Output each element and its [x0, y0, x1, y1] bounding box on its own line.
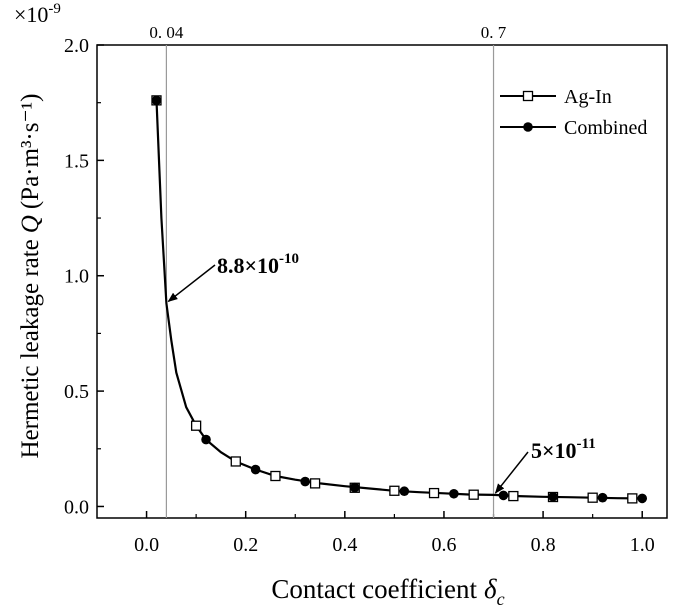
x-tick-label: 0.6	[431, 534, 456, 556]
combined-point	[399, 486, 410, 497]
y-multiplier-base: ×10	[14, 2, 48, 27]
legend: Ag-In Combined	[500, 86, 647, 139]
annotation-88e-10-exponent: -10	[279, 251, 299, 267]
y-tick-label: 0.0	[64, 496, 89, 518]
y-multiplier-exp: -9	[48, 1, 61, 17]
annotation-88e-10-label: 8.8×10-10	[217, 251, 299, 278]
legend-label: Ag-In	[564, 86, 612, 108]
annotation-88e-10-arrow	[167, 264, 216, 303]
reference-lines: 0. 04 0. 7	[149, 23, 507, 518]
ag-in-point	[627, 493, 638, 504]
plot-frame	[96, 44, 668, 519]
combined-point	[250, 464, 261, 475]
x-tick-label: 1.0	[630, 534, 655, 556]
legend-circle-icon	[523, 122, 533, 132]
ag-in-point	[309, 478, 321, 489]
ag-in-point	[270, 470, 281, 482]
y-axis-label: Hermetic leakage rate Q (Pa·m³·s⁻¹)	[17, 93, 44, 458]
annotation-88e-10-base: 8.8×10	[217, 253, 279, 278]
axes: 0.0 0.2 0.4 0.6 0.8 1.0 0.0 0.5 1.0 1.5 2.0	[64, 35, 668, 556]
ag-in-point	[428, 487, 440, 499]
y-tick-label: 0.5	[64, 381, 89, 403]
y-tick-label: 2.0	[64, 35, 89, 57]
legend-square-icon	[522, 90, 534, 102]
annotation-5e-11-exponent: -11	[577, 436, 596, 452]
y-axis-unit: (Pa·m³·s⁻¹)	[17, 93, 44, 209]
y-axis-label-text: Hermetic leakage rate	[17, 239, 44, 458]
x-axis-symbol: δ	[484, 574, 497, 604]
combined-point	[637, 493, 648, 504]
ag-in-point	[190, 420, 202, 431]
x-axis-label: Contact coefficient δc	[271, 574, 504, 609]
combined-point	[151, 95, 162, 106]
ag-in-point	[587, 492, 598, 503]
x-axis-subscript: c	[497, 589, 505, 609]
combined-point	[201, 434, 211, 445]
x-axis-label-text: Contact coefficient	[271, 574, 477, 604]
y-axis-symbol: Q	[17, 215, 44, 233]
legend-label: Combined	[564, 117, 647, 139]
ag-in-point	[508, 490, 519, 502]
annotation-5e-11-base: 5×10	[531, 438, 577, 463]
combined-point	[597, 492, 608, 503]
combined-point	[449, 488, 459, 499]
ag-in-point	[468, 489, 479, 500]
y-tick-label: 1.0	[64, 266, 89, 288]
reference-line-label: 0. 04	[149, 23, 184, 42]
x-tick-label: 0.4	[332, 534, 357, 556]
combined-point	[498, 490, 509, 501]
y-multiplier: ×10-9	[14, 1, 61, 27]
annotation-5e-11-label: 5×10-11	[531, 436, 596, 463]
ag-in-point	[389, 485, 400, 496]
x-tick-label: 0.0	[134, 534, 159, 556]
combined-point	[349, 482, 360, 493]
combined-point	[300, 476, 310, 487]
y-tick-label: 1.5	[64, 150, 89, 172]
x-tick-label: 0.8	[531, 534, 556, 556]
x-tick-label: 0.2	[233, 534, 258, 556]
marker-layer	[151, 95, 648, 504]
reference-line-label: 0. 7	[481, 23, 507, 42]
combined-point	[548, 491, 558, 502]
annotation-5e-11-arrow	[494, 451, 529, 494]
ag-in-point	[230, 456, 241, 467]
annotations: 8.8×10-10 5×10-11	[167, 251, 596, 494]
